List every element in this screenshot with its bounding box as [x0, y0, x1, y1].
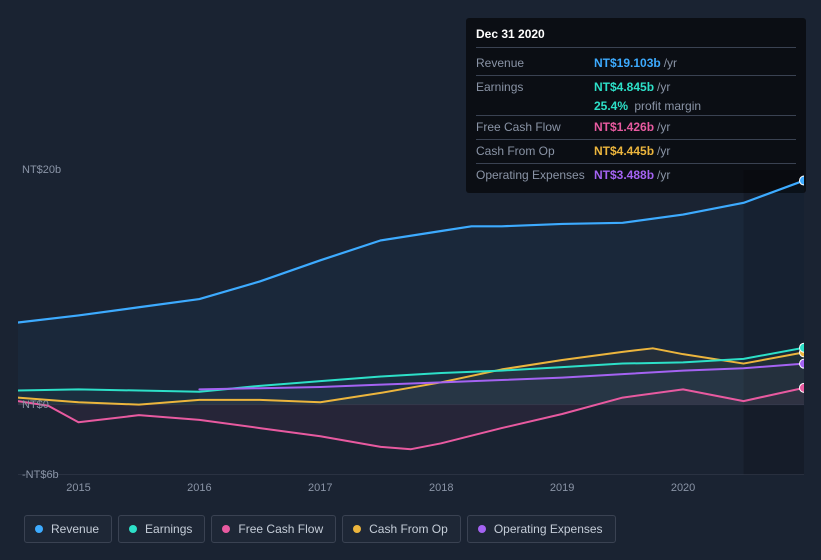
legend-dot-icon	[478, 525, 486, 533]
tooltip-row-value: NT$4.845b/yr	[594, 79, 796, 96]
x-tick-label: 2018	[429, 482, 453, 494]
legend-dot-icon	[353, 525, 361, 533]
legend-dot-icon	[129, 525, 137, 533]
tooltip-row-label: Revenue	[476, 55, 594, 72]
x-tick-label: 2020	[671, 482, 695, 494]
x-axis: 2015 2016 2017 2018 2019 2020	[18, 480, 804, 500]
tooltip-row-label: Earnings	[476, 79, 594, 96]
chart-tooltip: Dec 31 2020 RevenueNT$19.103b/yrEarnings…	[466, 18, 806, 193]
legend-item[interactable]: Earnings	[118, 515, 205, 543]
tooltip-row: RevenueNT$19.103b/yr	[476, 52, 796, 75]
legend-label: Earnings	[145, 522, 192, 536]
tooltip-row-value: NT$1.426b/yr	[594, 119, 796, 136]
legend-item[interactable]: Cash From Op	[342, 515, 461, 543]
legend-dot-icon	[222, 525, 230, 533]
legend-item[interactable]: Free Cash Flow	[211, 515, 336, 543]
tooltip-row-label: Free Cash Flow	[476, 119, 594, 136]
x-tick-label: 2015	[66, 482, 90, 494]
chart-legend: Revenue Earnings Free Cash Flow Cash From O…	[24, 515, 616, 543]
tooltip-row-value: NT$19.103b/yr	[594, 55, 796, 72]
legend-label: Free Cash Flow	[238, 522, 323, 536]
x-tick-label: 2017	[308, 482, 332, 494]
x-tick-label: 2016	[187, 482, 211, 494]
y-tick-label: NT$20b	[22, 164, 61, 176]
financials-chart[interactable]: NT$20bNT$0-NT$6b	[18, 170, 804, 475]
tooltip-date: Dec 31 2020	[476, 26, 796, 48]
y-tick-label: NT$0	[22, 399, 49, 411]
legend-label: Operating Expenses	[494, 522, 603, 536]
tooltip-row-label: Cash From Op	[476, 143, 594, 160]
x-tick-label: 2019	[550, 482, 574, 494]
legend-item[interactable]: Operating Expenses	[467, 515, 616, 543]
tooltip-row: Cash From OpNT$4.445b/yr	[476, 139, 796, 163]
legend-label: Cash From Op	[369, 522, 448, 536]
chart-svg	[18, 170, 804, 475]
legend-label: Revenue	[51, 522, 99, 536]
legend-item[interactable]: Revenue	[24, 515, 112, 543]
tooltip-row: EarningsNT$4.845b/yr	[476, 75, 796, 99]
tooltip-row: Free Cash FlowNT$1.426b/yr	[476, 115, 796, 139]
tooltip-sub: 25.4% profit margin	[476, 98, 796, 115]
legend-dot-icon	[35, 525, 43, 533]
tooltip-row-value: NT$4.445b/yr	[594, 143, 796, 160]
